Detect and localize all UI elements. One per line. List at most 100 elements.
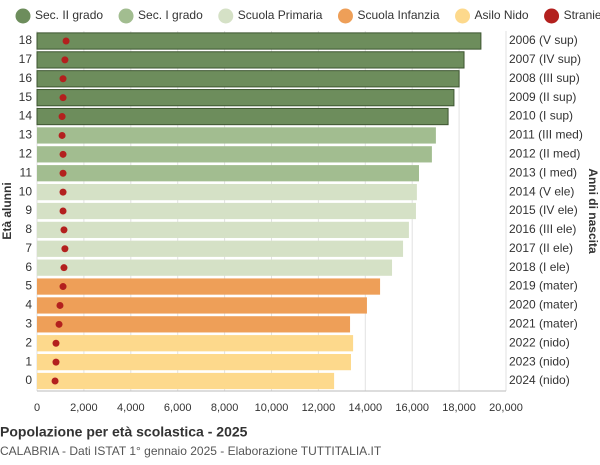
y-tick-label: 12 — [19, 147, 33, 161]
bar — [37, 183, 417, 201]
y-tick-label: 15 — [19, 90, 33, 104]
y-tick-label: 10 — [19, 184, 33, 198]
dot — [60, 264, 68, 272]
y2-axis-label: Anni di nascita — [586, 168, 600, 254]
x-tick-label: 8,000 — [211, 402, 239, 414]
y2-tick-label: 2009 (II sup) — [509, 90, 576, 104]
bar — [37, 372, 335, 390]
y2-tick-label: 2018 (I ele) — [509, 260, 570, 274]
y-tick-label: 7 — [25, 241, 32, 255]
y2-tick-label: 2015 (IV ele) — [509, 203, 578, 217]
y-tick-label: 6 — [25, 260, 32, 274]
y-tick-label: 14 — [19, 109, 33, 123]
y2-tick-label: 2011 (III med) — [509, 128, 583, 142]
bar — [37, 297, 367, 314]
dot — [59, 188, 67, 196]
dot — [59, 94, 67, 102]
bar — [36, 32, 482, 50]
legend-marker — [218, 8, 234, 24]
bar — [37, 335, 354, 352]
y-tick-label: 16 — [19, 71, 33, 85]
dot — [51, 377, 59, 385]
y2-tick-label: 2023 (nido) — [509, 354, 570, 368]
legend-marker — [455, 8, 471, 24]
dot — [62, 37, 70, 45]
y2-tick-label: 2017 (II ele) — [509, 241, 573, 255]
y2-tick-label: 2020 (mater) — [509, 298, 578, 312]
y2-tick-label: 2010 (I sup) — [509, 109, 573, 123]
legend-marker — [15, 8, 31, 24]
legend-label: Sec. II grado — [35, 8, 103, 22]
dot — [52, 358, 60, 366]
y2-tick-label: 2006 (V sup) — [509, 33, 578, 47]
y2-tick-label: 2016 (III ele) — [509, 222, 576, 236]
x-tick-label: 10,000 — [255, 402, 289, 414]
y2-tick-label: 2008 (III sup) — [509, 71, 580, 85]
bar — [37, 316, 351, 333]
x-tick-label: 12,000 — [302, 402, 336, 414]
y-tick-label: 3 — [25, 317, 32, 331]
dot — [59, 150, 67, 158]
bar — [37, 127, 436, 144]
bar — [37, 165, 420, 182]
bar — [36, 51, 465, 69]
y2-tick-label: 2014 (V ele) — [509, 184, 574, 198]
x-tick-label: 18,000 — [442, 402, 476, 414]
legend-label: Sec. I grado — [138, 8, 203, 22]
y-tick-label: 11 — [20, 165, 33, 179]
bar — [37, 240, 404, 257]
bar — [37, 259, 393, 276]
dot — [58, 131, 66, 139]
y2-tick-label: 2007 (IV sup) — [509, 52, 581, 66]
dot — [59, 283, 67, 291]
legend-marker — [544, 8, 560, 24]
y-tick-label: 13 — [19, 128, 33, 142]
bar — [37, 146, 432, 163]
y2-tick-label: 2021 (mater) — [509, 317, 578, 331]
dot — [61, 56, 69, 64]
y2-tick-label: 2019 (mater) — [509, 279, 578, 293]
bar — [37, 221, 409, 239]
legend-marker — [118, 8, 134, 24]
y-axis-label: Età alunni — [0, 182, 14, 239]
y2-tick-label: 2022 (nido) — [509, 335, 570, 349]
chart-title: Popolazione per età scolastica - 2025 — [0, 424, 248, 440]
legend-label: Asilo Nido — [475, 8, 529, 22]
dot — [55, 320, 63, 328]
x-tick-label: 4,000 — [117, 402, 145, 414]
y-tick-label: 0 — [25, 373, 32, 387]
legend-label: Scuola Primaria — [238, 8, 323, 22]
y2-tick-label: 2012 (II med) — [509, 147, 580, 161]
y-tick-label: 18 — [19, 33, 33, 47]
dot — [52, 339, 60, 347]
y-tick-label: 5 — [25, 279, 32, 293]
y-tick-label: 1 — [25, 354, 32, 368]
legend-marker — [337, 8, 353, 24]
bar — [37, 278, 381, 295]
y-tick-label: 17 — [19, 52, 33, 66]
x-tick-label: 20,000 — [489, 402, 523, 414]
bar — [36, 107, 449, 126]
legend-label: Stranieri — [564, 8, 600, 22]
x-tick-label: 6,000 — [164, 402, 192, 414]
bar — [36, 70, 460, 88]
dot — [58, 113, 66, 121]
dot — [59, 169, 67, 177]
y-tick-label: 2 — [25, 335, 32, 349]
x-tick-label: 2,000 — [70, 402, 98, 414]
bar — [37, 202, 416, 220]
bar — [37, 353, 351, 371]
dot — [59, 207, 67, 215]
x-tick-label: 0 — [34, 402, 40, 414]
y-tick-label: 8 — [25, 222, 32, 236]
dot — [56, 301, 64, 309]
y-tick-label: 9 — [25, 203, 32, 217]
y2-tick-label: 2024 (nido) — [509, 373, 570, 387]
y-tick-label: 4 — [25, 298, 32, 312]
dot — [59, 75, 67, 83]
legend-label: Scuola Infanzia — [357, 8, 439, 22]
y2-tick-label: 2013 (I med) — [509, 165, 577, 179]
chart-subtitle: CALABRIA - Dati ISTAT 1° gennaio 2025 - … — [0, 444, 382, 458]
dot — [61, 245, 69, 253]
